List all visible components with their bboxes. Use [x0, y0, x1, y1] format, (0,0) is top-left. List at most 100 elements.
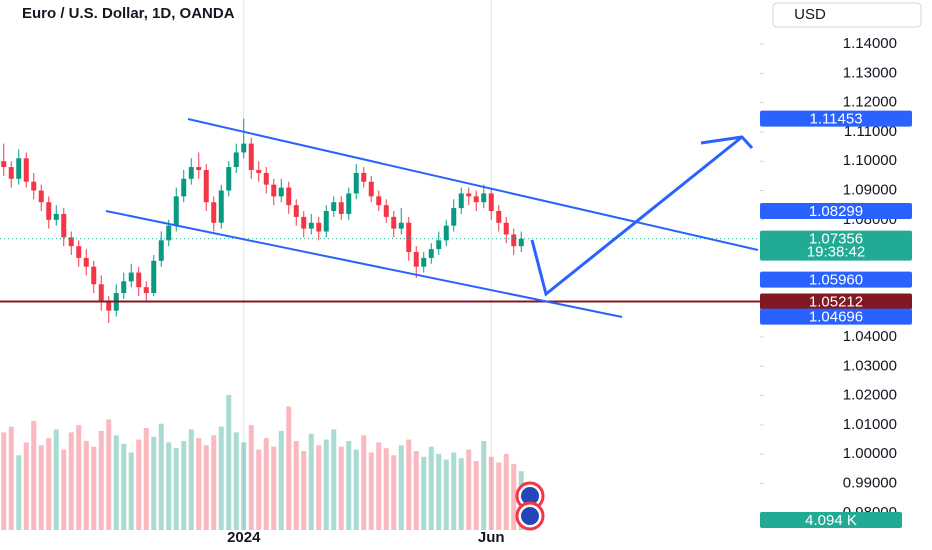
- price-tag: [760, 271, 912, 288]
- candle-body: [68, 237, 74, 247]
- volume-bar: [443, 459, 449, 530]
- volume-bar: [496, 462, 502, 530]
- volume-bar: [323, 439, 329, 530]
- volume-bar: [481, 440, 487, 530]
- volume-bar: [511, 463, 517, 530]
- volume-bar: [271, 446, 277, 530]
- candle-body: [188, 167, 194, 179]
- volume-bar: [241, 442, 247, 530]
- candle-body: [263, 172, 269, 185]
- volume-bar: [398, 445, 404, 530]
- volume-bar: [188, 429, 194, 530]
- volume-bar: [473, 461, 479, 530]
- volume-bar: [263, 438, 269, 530]
- price-tag-label: 1.05212: [809, 293, 863, 310]
- candle-body: [323, 211, 329, 232]
- volume-bar: [23, 442, 29, 530]
- volume-bar: [383, 448, 389, 530]
- volume-bar: [361, 435, 367, 530]
- forecast-arrowhead: [700, 135, 754, 150]
- candle-body: [496, 211, 502, 223]
- candle-body: [398, 222, 404, 229]
- volume-bar: [428, 446, 434, 530]
- candle-body: [458, 193, 464, 209]
- candle-body: [158, 240, 164, 261]
- candle-body: [443, 225, 449, 241]
- event-icons: [515, 481, 545, 531]
- currency-box[interactable]: [772, 2, 922, 28]
- candle-body: [8, 167, 14, 179]
- volume-bar: [128, 452, 134, 530]
- candle-body: [203, 169, 209, 203]
- y-tick-label: 1.02000: [843, 387, 897, 404]
- volume-bar: [196, 438, 202, 530]
- volume-bar: [503, 453, 509, 530]
- volume-bar: [233, 432, 239, 530]
- volume-tag-label: 4.094 K: [805, 512, 857, 529]
- candle-body: [413, 252, 419, 267]
- price-tag-label: 1.05960: [809, 272, 863, 289]
- volume-bar: [346, 440, 352, 530]
- volume-bar: [248, 425, 254, 530]
- candle-body: [383, 205, 389, 217]
- candle-body: [301, 216, 307, 229]
- channel-lower: [105, 210, 623, 318]
- price-tag: [760, 230, 912, 261]
- y-tick-label: 1.14000: [843, 35, 897, 52]
- candle-body: [53, 213, 59, 220]
- candle-body: [256, 169, 262, 173]
- candle-body: [136, 272, 142, 288]
- price-tag: [760, 293, 912, 310]
- candle-body: [406, 222, 412, 253]
- volume-bar: [91, 446, 97, 530]
- candle-body: [331, 202, 337, 212]
- volume-bar: [293, 440, 299, 530]
- volume-bar: [76, 425, 82, 530]
- candle-body: [511, 234, 517, 247]
- candle-body: [278, 187, 284, 197]
- candle-body: [83, 257, 89, 267]
- candle-body: [428, 249, 434, 258]
- candle-body: [181, 178, 187, 197]
- y-tick-label: 1.00000: [843, 445, 897, 462]
- candle-body: [31, 181, 37, 191]
- volume-bar: [166, 442, 172, 530]
- candle-body: [241, 143, 247, 153]
- candle-body: [166, 225, 172, 241]
- volume-tag: [760, 512, 902, 528]
- x-tick-label: Jun: [478, 529, 505, 546]
- candle-body: [106, 301, 112, 311]
- candle-body: [293, 205, 299, 217]
- volume-bar: [203, 445, 209, 530]
- candle-body: [218, 190, 224, 223]
- candle-body: [226, 167, 232, 191]
- currency: USD: [794, 6, 826, 23]
- candle-body: [46, 202, 52, 220]
- volume-bar: [68, 432, 74, 530]
- volume-bar: [368, 452, 374, 530]
- volume-bar: [106, 419, 112, 530]
- candle-body: [466, 193, 472, 197]
- candle-body: [16, 158, 22, 179]
- y-tick-label: 0.99000: [843, 474, 897, 491]
- candle-body: [368, 181, 374, 197]
- y-tick-label: 1.12000: [843, 94, 897, 111]
- volume-bar: [353, 449, 359, 530]
- volume-bar: [98, 430, 104, 530]
- candle-body: [481, 193, 487, 203]
- candle-body: [173, 196, 179, 226]
- volume-bar: [83, 440, 89, 530]
- volume-bar: [413, 451, 419, 530]
- volume-bar: [331, 429, 337, 530]
- candle-body: [1, 161, 7, 168]
- chart-title: Euro / U.S. Dollar, 1D, OANDA: [22, 5, 235, 22]
- price-tag-label: 1.11453: [809, 111, 862, 128]
- volume-bar: [53, 429, 59, 530]
- candle-body: [353, 172, 359, 194]
- price-tag: [760, 203, 912, 220]
- volume-bar: [143, 428, 149, 530]
- volume-bar: [136, 439, 142, 530]
- candle-body: [121, 281, 127, 294]
- eu-flag: [521, 487, 539, 505]
